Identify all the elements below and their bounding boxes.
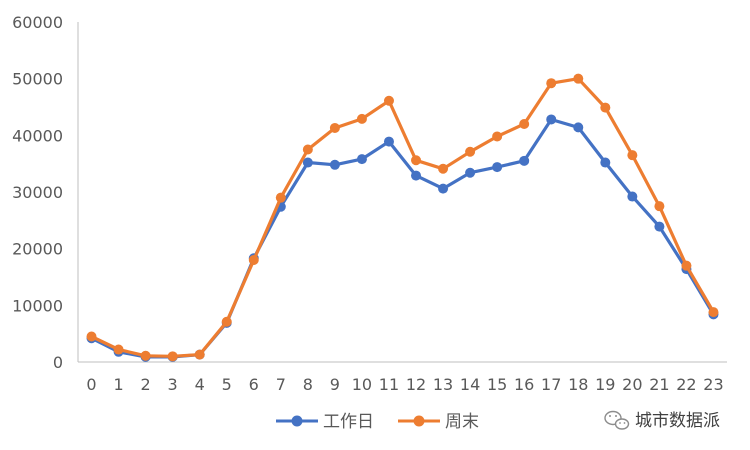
y-tick-label: 20000: [12, 240, 63, 259]
x-tick-label: 16: [514, 375, 534, 394]
x-tick-label: 3: [168, 375, 178, 394]
data-point: [438, 183, 449, 194]
data-point: [654, 201, 665, 212]
data-point: [411, 155, 422, 166]
data-point: [356, 113, 367, 124]
x-tick-label: 17: [541, 375, 561, 394]
y-tick-label: 50000: [12, 70, 63, 89]
data-point: [383, 95, 394, 106]
x-tick-labels: 0 1 2 3 4 5 6 7 8 9 10 11 12 13 14 15 16 17 18 19 20 21 22 23: [86, 375, 723, 394]
legend-label-weekday: 工作日: [323, 412, 374, 432]
x-tick-label: 19: [595, 375, 615, 394]
x-tick-label: 9: [330, 375, 340, 394]
data-point: [546, 114, 557, 125]
series-layer: [86, 73, 719, 362]
data-point: [519, 155, 530, 166]
data-point: [546, 78, 557, 89]
x-tick-label: 7: [276, 375, 286, 394]
legend-marker-weekday: [291, 415, 303, 427]
x-tick-label: 10: [352, 375, 372, 394]
data-point: [383, 136, 394, 147]
data-point: [465, 146, 476, 157]
x-tick-label: 18: [568, 375, 588, 394]
y-tick-labels: 0 10000 20000 30000 40000 50000 60000: [12, 13, 63, 372]
x-tick-label: 4: [195, 375, 205, 394]
data-point: [627, 150, 638, 161]
data-point: [465, 167, 476, 178]
watermark-text: 城市数据派: [635, 411, 720, 431]
x-tick-label: 12: [406, 375, 426, 394]
chart-axes: [77, 22, 727, 363]
data-point: [708, 307, 719, 318]
data-point: [140, 350, 151, 361]
y-tick-label: 0: [53, 353, 63, 372]
y-tick-label: 10000: [12, 296, 63, 315]
x-tick-label: 8: [303, 375, 313, 394]
series-line: [89, 117, 716, 359]
data-point: [492, 162, 503, 173]
x-tick-label: 1: [113, 375, 123, 394]
legend-item-weekday: 工作日: [276, 412, 374, 432]
x-tick-label: 14: [460, 375, 480, 394]
data-point: [167, 351, 178, 362]
x-tick-label: 21: [649, 375, 669, 394]
data-point: [519, 119, 530, 129]
x-tick-label: 13: [433, 375, 453, 394]
x-tick-label: 23: [703, 375, 723, 394]
series-1: [86, 73, 719, 362]
y-tick-label: 60000: [12, 13, 63, 32]
data-point: [356, 154, 367, 165]
x-tick-label: 6: [249, 375, 259, 394]
data-point: [302, 157, 313, 168]
data-point: [573, 122, 584, 133]
data-point: [654, 221, 665, 232]
data-point: [600, 102, 611, 113]
data-point: [275, 192, 286, 203]
x-tick-label: 22: [676, 375, 696, 394]
watermark: 城市数据派: [604, 410, 720, 431]
y-tick-label: 40000: [12, 126, 63, 145]
data-point: [438, 163, 449, 174]
legend-label-weekend: 周末: [445, 412, 479, 432]
series-line: [89, 77, 716, 358]
x-tick-label: 0: [86, 375, 96, 394]
data-point: [600, 157, 611, 168]
data-point: [681, 260, 692, 271]
x-tick-label: 2: [141, 375, 151, 394]
x-tick-label: 5: [222, 375, 232, 394]
data-point: [86, 331, 97, 342]
x-tick-label: 20: [622, 375, 642, 394]
legend-marker-weekend: [413, 415, 425, 427]
x-tick-label: 11: [379, 375, 399, 394]
data-point: [248, 255, 259, 265]
data-point: [329, 159, 340, 170]
data-point: [113, 344, 124, 355]
data-point: [573, 73, 584, 84]
data-point: [492, 131, 503, 142]
data-point: [302, 144, 313, 155]
data-point: [411, 170, 422, 181]
data-point: [329, 122, 340, 133]
data-point: [627, 191, 638, 202]
data-point: [194, 349, 205, 360]
wechat-icon: [604, 410, 630, 430]
series-0: [86, 114, 719, 362]
legend-item-weekend: 周末: [398, 412, 479, 432]
x-tick-label: 15: [487, 375, 507, 394]
y-tick-label: 30000: [12, 183, 63, 202]
data-point: [221, 316, 232, 327]
legend: 工作日 周末: [276, 412, 479, 432]
